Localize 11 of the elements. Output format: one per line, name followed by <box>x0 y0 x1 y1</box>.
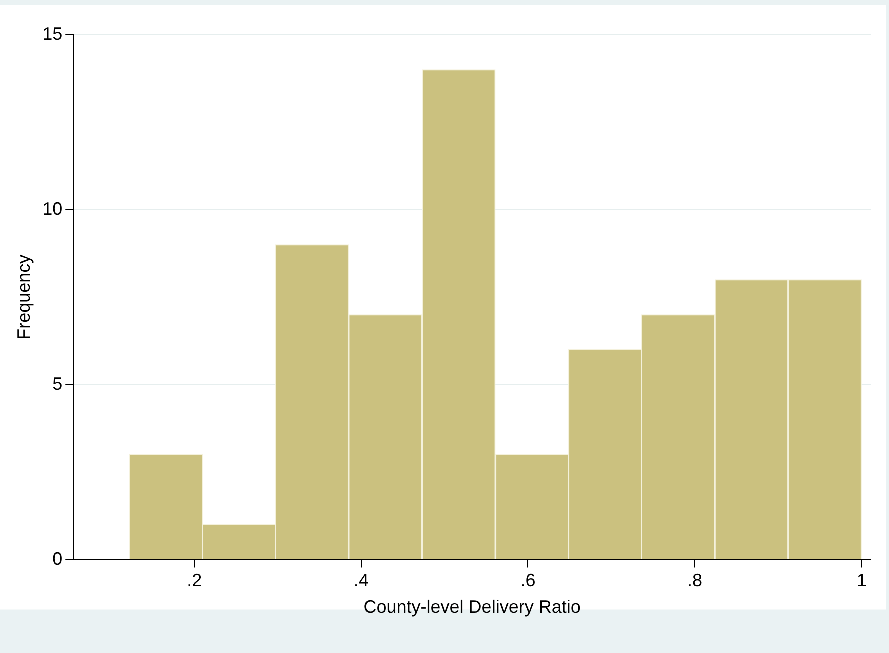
y-tick-label: 15 <box>42 24 63 44</box>
x-tick-label: 1 <box>856 570 867 591</box>
y-tick-label: 5 <box>52 374 63 394</box>
y-tick-label: 0 <box>52 548 63 569</box>
x-tick-label: .4 <box>354 570 369 591</box>
x-tick-label: .2 <box>187 570 202 591</box>
x-tick-label: .6 <box>520 570 536 591</box>
y-axis-title: Frequency <box>14 254 34 340</box>
y-tick-label: 10 <box>42 198 63 219</box>
x-axis-title: County-level Delivery Ratio <box>364 597 581 618</box>
x-tick-label: .8 <box>688 570 703 591</box>
